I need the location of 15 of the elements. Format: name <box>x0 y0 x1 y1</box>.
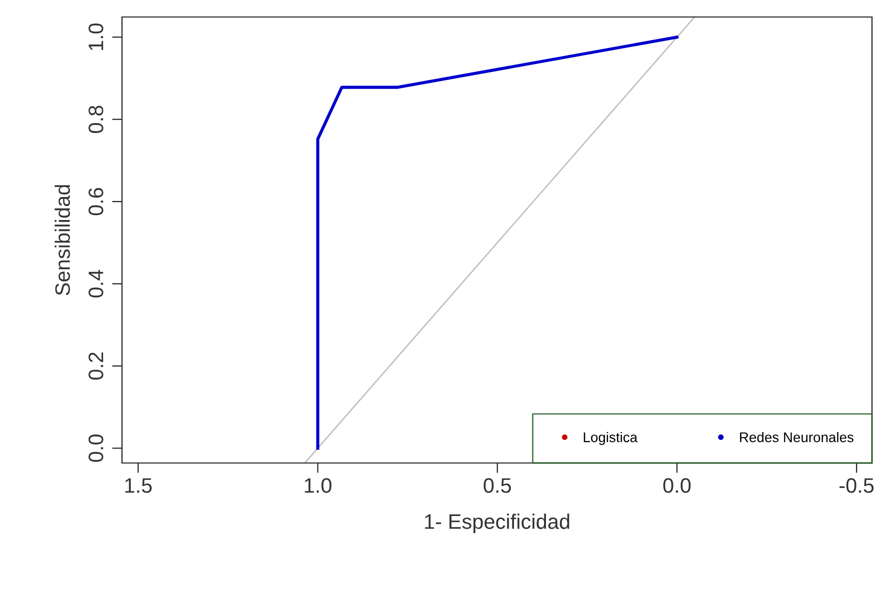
y-tick-label: 0.2 <box>88 352 104 380</box>
x-tick-label: 0.0 <box>663 478 691 493</box>
x-axis-title: 1- Especificidad <box>425 514 570 534</box>
y-tick-label: 0.8 <box>88 106 104 134</box>
x-tick-label: 1.0 <box>304 478 332 493</box>
y-tick-label: 0.4 <box>88 270 104 298</box>
legend-label: Logistica <box>584 432 638 445</box>
legend-label: Redes Neuronales <box>740 432 854 442</box>
x-tick-label: 1.5 <box>125 478 152 493</box>
x-tick-label: -0.5 <box>840 478 874 493</box>
y-axis-title: Sensibilidad <box>54 185 70 296</box>
y-tick-label: 1.0 <box>88 23 104 50</box>
y-tick-label: 0.6 <box>88 188 104 216</box>
x-tick-label: 0.5 <box>484 478 511 493</box>
y-tick-label: 0.0 <box>88 434 104 462</box>
